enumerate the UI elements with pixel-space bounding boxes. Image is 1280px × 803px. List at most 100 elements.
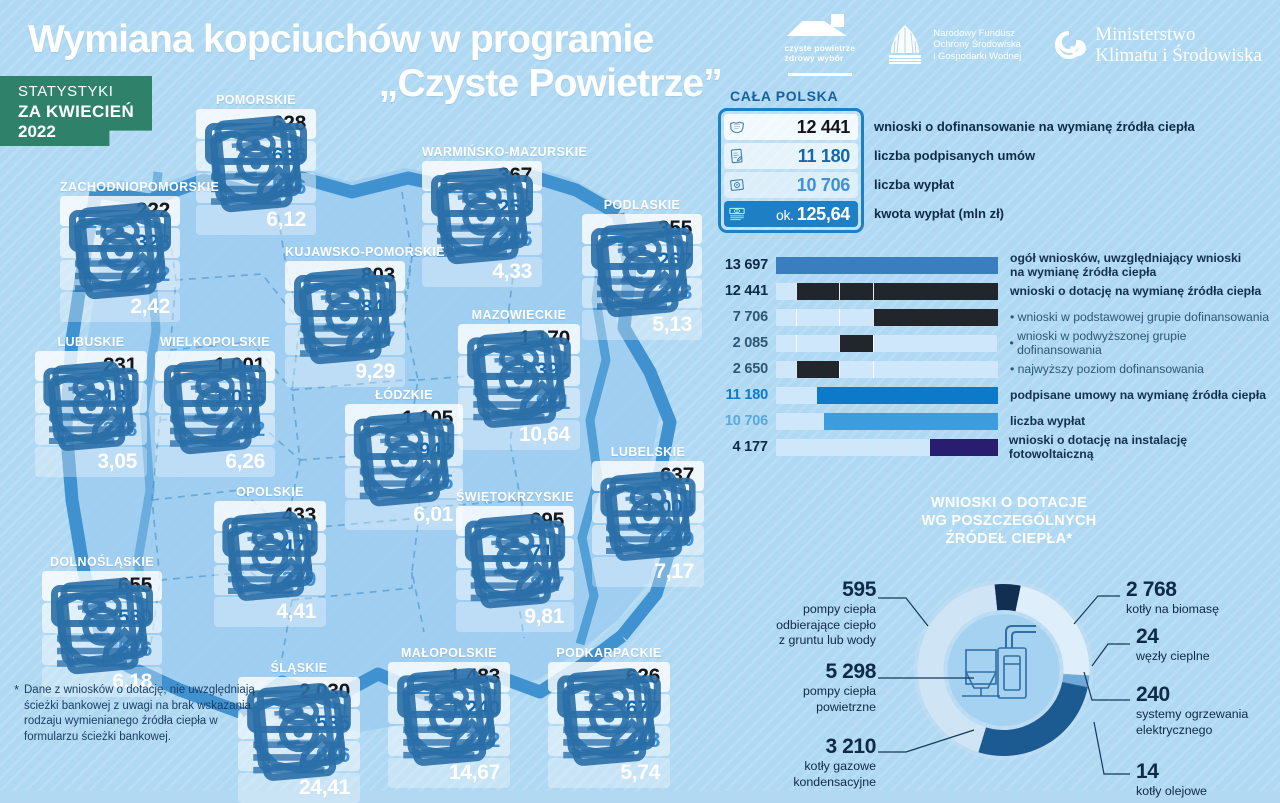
map-region-podkarpackie: PODKARPACKIE6266774485,74 bbox=[548, 646, 670, 788]
region-stat-rows: 1 1059425156,01 bbox=[345, 404, 463, 530]
banknote-icon bbox=[161, 451, 183, 473]
map-region-kujawsko-pomorskie: KUJAWSKO-POMORSKIE8038448979,29 bbox=[285, 245, 405, 387]
region-stat-rows: 3672533054,33 bbox=[422, 161, 542, 287]
banknote-icon bbox=[462, 606, 484, 628]
callout-label-line-1: kotły olejowe bbox=[1136, 784, 1276, 800]
region-stat-row: 3,05 bbox=[35, 447, 147, 477]
callout-value: 3 210 bbox=[716, 735, 876, 759]
region-stat-row: 9,29 bbox=[285, 357, 405, 387]
callout-value: 240 bbox=[1136, 683, 1280, 707]
region-stat-row: 6,12 bbox=[196, 205, 316, 235]
callout-label-line-2: elektrycznego bbox=[1136, 723, 1280, 739]
region-stat-row: 10,64 bbox=[458, 420, 580, 450]
region-stat-rows: 4334723894,41 bbox=[214, 501, 326, 627]
region-stat-rows: 6957168479,81 bbox=[456, 506, 574, 632]
callout-value: 2 768 bbox=[1126, 578, 1276, 602]
region-stat-rows: 2223281822,42 bbox=[60, 196, 180, 322]
callout-value: 595 bbox=[716, 578, 876, 602]
callout-leader-line bbox=[1074, 596, 1120, 624]
callout-leader-line bbox=[1084, 672, 1130, 700]
region-stat-row: 6,01 bbox=[345, 500, 463, 530]
callout-label-line-1: pompy ciepła bbox=[716, 602, 876, 618]
callout-label-line-3: z gruntu lub wody bbox=[716, 633, 876, 649]
callout-label-line-1: pompy ciepła bbox=[716, 684, 876, 700]
callout-label-line-1: kotły na biomasę bbox=[1126, 602, 1276, 618]
region-stat-row: 5,13 bbox=[582, 310, 702, 340]
map-region-pomorskie: POMORSKIE6286865566,12 bbox=[196, 93, 316, 235]
poland-map: POMORSKIE6286865566,12ZACHODNIOPOMORSKIE… bbox=[0, 60, 706, 791]
callout-label-line-1: węzły cieplne bbox=[1136, 649, 1276, 665]
callout-value: 24 bbox=[1136, 625, 1276, 649]
region-stat-row: 6,26 bbox=[155, 447, 275, 477]
callout-label-line-2: odbierające ciepło bbox=[716, 618, 876, 634]
footnote: * Dane z wniosków o dotację, nie uwzględ… bbox=[24, 683, 264, 745]
region-stat-row: 4,41 bbox=[214, 597, 326, 627]
banknote-icon bbox=[464, 424, 486, 446]
callout-leader-line bbox=[878, 730, 974, 752]
map-region-opolskie: OPOLSKIE4334723894,41 bbox=[214, 485, 326, 627]
callout-leader-line bbox=[878, 598, 928, 626]
callout-label-line-1: kotły gazowe bbox=[716, 759, 876, 775]
footnote-marker: * bbox=[14, 682, 19, 698]
region-stat-rows: 6266774485,74 bbox=[548, 662, 670, 788]
map-region-lubuskie: LUBUSKIE2311842583,05 bbox=[35, 335, 147, 477]
region-stat-rows: 2311842583,05 bbox=[35, 351, 147, 477]
banknote-icon bbox=[66, 296, 88, 318]
banknote-icon bbox=[554, 762, 576, 784]
region-stat-rows: 3552673735,13 bbox=[582, 214, 702, 340]
region-stat-row: 9,81 bbox=[456, 602, 574, 632]
callout-leader-line bbox=[1092, 644, 1130, 666]
banknote-icon bbox=[428, 261, 450, 283]
region-stat-rows: 8038448979,29 bbox=[285, 261, 405, 387]
banknote-icon bbox=[202, 209, 224, 231]
region-stat-row: 5,74 bbox=[548, 758, 670, 788]
banknote-icon bbox=[588, 314, 610, 336]
callout-value: 14 bbox=[1136, 760, 1276, 784]
region-stat-row: 2,42 bbox=[60, 292, 180, 322]
banknote-icon bbox=[41, 451, 63, 473]
title-line-1: Wymiana kopciuchów w programie bbox=[28, 18, 653, 61]
region-stat-row: 7,17 bbox=[592, 557, 704, 587]
callout-label-line-1: systemy ogrzewania bbox=[1136, 707, 1280, 723]
banknote-icon bbox=[598, 561, 620, 583]
callout-label-line-2: powietrzne bbox=[716, 700, 876, 716]
callout-label-line-2: kondensacyjne bbox=[716, 775, 876, 791]
region-stat-rows: 6555805266,18 bbox=[42, 571, 162, 697]
map-region-witokrzyskie: ŚWIĘTOKRZYSKIE6957168479,81 bbox=[456, 490, 574, 632]
region-stat-rows: 6286865566,12 bbox=[196, 109, 316, 235]
banknote-icon bbox=[394, 762, 416, 784]
region-stat-row: 4,33 bbox=[422, 257, 542, 287]
banknote-icon bbox=[220, 601, 242, 623]
region-stat-row: 14,67 bbox=[388, 758, 510, 788]
callout-leader-line bbox=[1094, 722, 1130, 774]
map-region-warmisko-mazurskie: WARMIŃSKO-MAZURSKIE3672533054,33 bbox=[422, 145, 542, 287]
map-region-podlaskie: PODLASKIE3552673735,13 bbox=[582, 198, 702, 340]
banknote-icon bbox=[351, 504, 373, 526]
map-region-dolnolskie: DOLNOŚLĄSKIE6555805266,18 bbox=[42, 555, 162, 697]
footnote-text: Dane z wniosków o dotację, nie uwzględni… bbox=[24, 684, 255, 743]
callout-value: 5 298 bbox=[716, 660, 876, 684]
banknote-icon bbox=[244, 777, 266, 799]
banknote-icon bbox=[291, 361, 313, 383]
region-stat-row: 24,41 bbox=[238, 773, 360, 803]
map-region-zachodniopomorskie: ZACHODNIOPOMORSKIE2223281822,42 bbox=[60, 180, 180, 322]
